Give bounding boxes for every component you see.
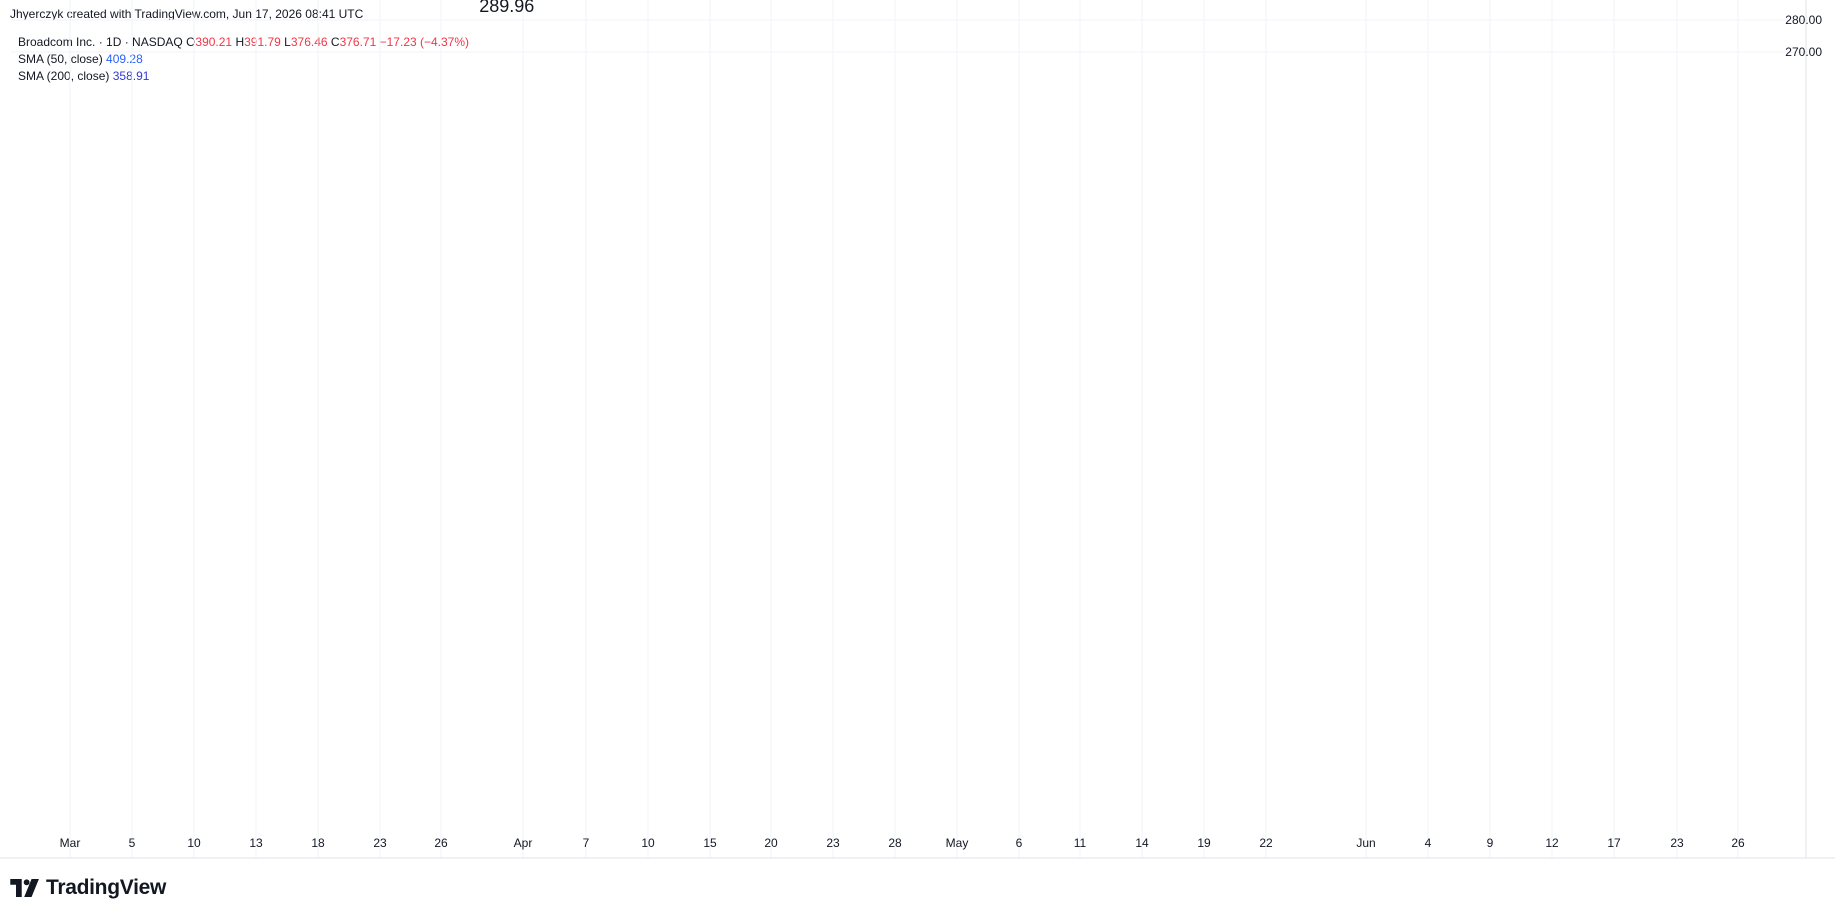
legend-close-label: C — [330, 35, 340, 49]
legend-high-label: H — [235, 35, 245, 49]
legend-sma200-label: SMA (200, close) — [18, 69, 110, 83]
time-tick-label: 7 — [583, 836, 590, 850]
legend-symbol-row[interactable]: Broadcom Inc. · 1D · NASDAQ O390.21 H391… — [18, 34, 469, 51]
legend-open-label: O — [186, 35, 196, 49]
time-tick-label: 22 — [1259, 836, 1273, 850]
tradingview-wordmark: TradingView — [46, 876, 167, 899]
chart-legend: Broadcom Inc. · 1D · NASDAQ O390.21 H391… — [18, 34, 469, 85]
time-tick-label: 23 — [826, 836, 840, 850]
price-tick-label: 270.00 — [1785, 45, 1822, 59]
time-tick-label: 18 — [311, 836, 325, 850]
legend-open-value: 390.21 — [195, 35, 233, 49]
time-tick-label: Jun — [1356, 836, 1375, 850]
chart-credit: Jhyerczyk created with TradingView.com, … — [10, 7, 364, 21]
time-tick-label: 9 — [1487, 836, 1494, 850]
time-tick-label: 14 — [1135, 836, 1149, 850]
price-axis: 270.00 280.00 — [1785, 13, 1822, 59]
tradingview-logo-icon — [10, 879, 39, 897]
legend-sma50-value: 409.28 — [106, 52, 143, 66]
time-tick-label: 15 — [703, 836, 717, 850]
legend-sma200-row[interactable]: SMA (200, close) 358.91 — [18, 68, 469, 85]
price-tick-label: 280.00 — [1785, 13, 1822, 27]
time-tick-label: 23 — [1670, 836, 1684, 850]
time-tick-label: 10 — [641, 836, 655, 850]
legend-close-value: 376.71 — [339, 35, 377, 49]
chart-grid — [0, 0, 1835, 859]
time-tick-label: 20 — [764, 836, 778, 850]
time-tick-label: 10 — [187, 836, 201, 850]
time-tick-label: 26 — [1731, 836, 1745, 850]
time-tick-label: 11 — [1074, 836, 1087, 850]
legend-symbol: Broadcom Inc. · 1D · NASDAQ — [18, 35, 183, 49]
time-tick-label: 12 — [1545, 836, 1559, 850]
time-tick-label: 26 — [434, 836, 448, 850]
legend-change: −17.23 (−4.37%) — [379, 35, 470, 49]
time-tick-label: 28 — [888, 836, 902, 850]
time-tick-label: Apr — [514, 836, 533, 850]
price-annotation: 289.96 — [479, 0, 534, 16]
tradingview-brand[interactable]: TradingView — [10, 876, 166, 900]
legend-high-value: 391.79 — [244, 35, 281, 49]
time-tick-label: 6 — [1016, 836, 1023, 850]
legend-sma50-row[interactable]: SMA (50, close) 409.28 — [18, 51, 469, 68]
time-tick-label: 23 — [373, 836, 387, 850]
time-tick-label: 19 — [1197, 836, 1211, 850]
time-tick-label: 17 — [1607, 836, 1621, 850]
time-tick-label: 5 — [129, 836, 136, 850]
legend-sma50-label: SMA (50, close) — [18, 52, 103, 66]
legend-sma200-value: 358.91 — [112, 69, 150, 83]
price-annotations: 495.00442.36394.65289.96 — [479, 0, 534, 16]
legend-low-label: L — [284, 35, 291, 49]
time-tick-label: 13 — [249, 836, 263, 850]
time-tick-label: May — [946, 836, 969, 850]
time-tick-label: Mar — [60, 836, 81, 850]
time-tick-label: 4 — [1425, 836, 1432, 850]
time-axis: Mar 5 10 13 18 23 26 Apr 7 10 15 20 23 28 May 6 11 14 19 22… — [60, 836, 1745, 850]
